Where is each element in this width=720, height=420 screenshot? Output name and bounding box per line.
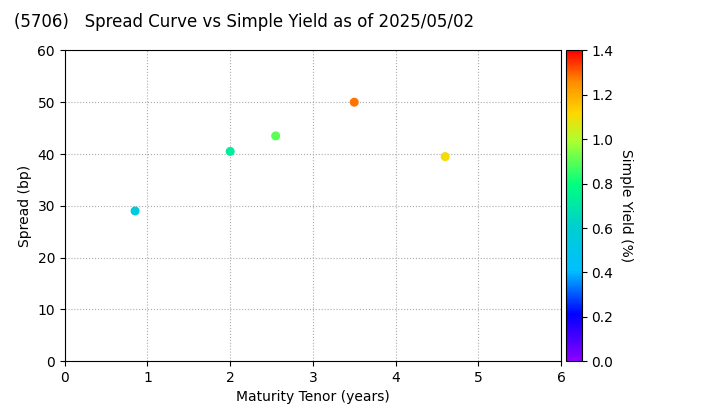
Point	[439, 153, 451, 160]
Point	[225, 148, 236, 155]
Y-axis label: Simple Yield (%): Simple Yield (%)	[619, 149, 633, 262]
Y-axis label: Spread (bp): Spread (bp)	[18, 165, 32, 247]
X-axis label: Maturity Tenor (years): Maturity Tenor (years)	[236, 391, 390, 404]
Point	[348, 99, 360, 105]
Point	[130, 207, 141, 214]
Point	[270, 132, 282, 139]
Text: (5706)   Spread Curve vs Simple Yield as of 2025/05/02: (5706) Spread Curve vs Simple Yield as o…	[14, 13, 474, 31]
